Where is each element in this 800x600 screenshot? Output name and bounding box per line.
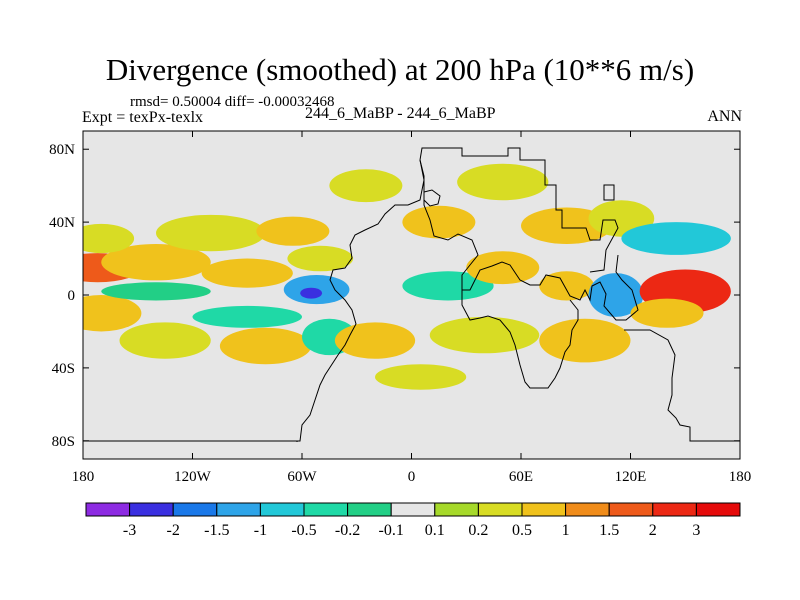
colorbar-swatch-4 <box>259 502 305 517</box>
divergence-cell-23 <box>466 251 540 285</box>
y-tick-label-4: 80S <box>52 434 75 450</box>
colorbar-swatch-11 <box>565 502 610 517</box>
colorbar-swatch-3 <box>216 502 261 517</box>
colorbar-swatch-9 <box>477 502 523 517</box>
divergence-cell-12 <box>119 322 211 359</box>
divergence-cell-24 <box>539 271 594 301</box>
divergence-cell-28 <box>429 316 540 354</box>
divergence-cell-16 <box>329 169 403 203</box>
colorbar-label-12: 2 <box>649 522 657 539</box>
divergence-cell-7 <box>256 216 330 246</box>
divergence-cell-22 <box>402 271 494 301</box>
chart-title: Divergence (smoothed) at 200 hPa (10**6 … <box>105 52 695 87</box>
colorbar-swatch-13 <box>652 502 697 517</box>
western-hemisphere-outline <box>296 159 425 442</box>
divergence-cell-18 <box>457 163 549 201</box>
divergence-cell-11 <box>192 305 302 328</box>
colorbar-label-4: -0.5 <box>291 522 316 539</box>
x-tick-label-6: 180 <box>729 469 752 485</box>
colorbar-swatch-12 <box>608 502 654 517</box>
continent-outlines <box>83 147 740 442</box>
colorbar-label-2: -1.5 <box>204 522 229 539</box>
divergence-cell-25 <box>588 273 644 317</box>
y-tick-label-1: 40N <box>49 215 75 231</box>
map-axes: 180 120W 60W 0 60E 120E 180 80N 40N 0 40S 80S <box>49 131 751 485</box>
colorbar: -3 -2 -1.5 -1 -0.5 -0.2 -0.1 0.1 0.2 0.5 1 1.5 2 3 <box>85 502 741 539</box>
x-tick-label-2: 60W <box>287 469 317 485</box>
colorbar-swatch-7 <box>390 502 436 517</box>
divergence-cell-27 <box>630 298 704 328</box>
colorbar-label-1: -2 <box>167 522 180 539</box>
colorbar-swatch-2 <box>172 502 218 517</box>
divergence-cell-5 <box>156 214 266 252</box>
y-tick-label-3: 40S <box>52 361 75 377</box>
divergence-cell-15 <box>334 322 416 359</box>
arctic-island-outline <box>603 184 615 201</box>
season-label: ANN <box>707 108 742 125</box>
divergence-cell-8 <box>287 245 354 272</box>
eurasia-outline <box>419 159 639 321</box>
x-tick-label-5: 120E <box>615 469 647 485</box>
divergence-cell-3 <box>83 295 142 332</box>
x-tick-label-1: 120W <box>174 469 212 485</box>
colorbar-swatch-0 <box>85 502 131 517</box>
iceland-outline <box>423 189 441 207</box>
x-tick-label-0: 180 <box>72 469 95 485</box>
colorbar-label-0: -3 <box>123 522 136 539</box>
colorbar-swatch-6 <box>347 502 392 517</box>
divergence-cell-30 <box>375 364 467 390</box>
north-america-outline <box>419 147 619 273</box>
divergence-cell-29 <box>539 318 631 363</box>
divergence-cell-1 <box>101 243 211 281</box>
colorbar-label-11: 1.5 <box>599 522 619 539</box>
colorbar-label-5: -0.2 <box>335 522 360 539</box>
colorbar-swatch-14 <box>695 502 741 517</box>
x-tick-label-4: 60E <box>509 469 533 485</box>
divergence-cell-10 <box>300 287 323 299</box>
colorbar-swatch-10 <box>521 502 567 517</box>
colorbar-label-13: 3 <box>692 522 700 539</box>
colorbar-swatch-8 <box>434 502 479 517</box>
colorbar-swatch-1 <box>129 502 174 517</box>
colorbar-label-3: -1 <box>254 522 267 539</box>
colorbar-swatch-5 <box>303 502 349 517</box>
rmsd-diff-stats: rmsd= 0.50004 diff= -0.00032468 <box>130 94 335 110</box>
colorbar-label-7: 0.1 <box>425 522 445 539</box>
y-tick-label-2: 0 <box>68 288 76 304</box>
center-subtitle: 244_6_MaBP - 244_6_MaBP <box>305 105 496 122</box>
colorbar-label-8: 0.2 <box>468 522 488 539</box>
divergence-cell-13 <box>219 327 312 365</box>
colorbar-label-9: 0.5 <box>512 522 532 539</box>
x-tick-label-3: 0 <box>408 469 416 485</box>
divergence-cell-21 <box>621 222 731 255</box>
divergence-cell-4 <box>101 282 211 301</box>
divergence-field <box>83 163 731 390</box>
divergence-cell-17 <box>402 205 476 239</box>
y-tick-label-0: 80N <box>49 142 75 158</box>
colorbar-label-10: 1 <box>562 522 570 539</box>
divergence-cell-2 <box>83 223 135 254</box>
experiment-label: Expt = texPx-texlx <box>82 109 204 126</box>
australia-outline <box>624 329 740 442</box>
colorbar-label-6: -0.1 <box>379 522 404 539</box>
africa-outline <box>461 290 579 389</box>
divergence-cell-6 <box>201 258 293 288</box>
